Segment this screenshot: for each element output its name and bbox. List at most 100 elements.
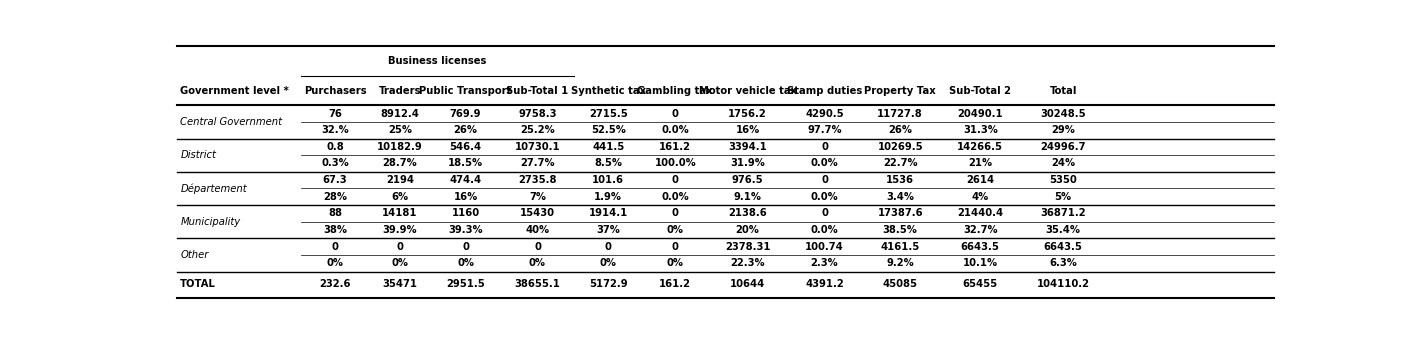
Text: 6643.5: 6643.5 xyxy=(961,242,1000,252)
Text: 21440.4: 21440.4 xyxy=(957,208,1004,218)
Text: 17387.6: 17387.6 xyxy=(878,208,923,218)
Text: 25%: 25% xyxy=(388,125,412,135)
Text: 52.5%: 52.5% xyxy=(590,125,626,135)
Text: 32.7%: 32.7% xyxy=(963,225,998,235)
Text: 4161.5: 4161.5 xyxy=(881,242,920,252)
Text: 25.2%: 25.2% xyxy=(520,125,555,135)
Text: 65455: 65455 xyxy=(963,279,998,289)
Text: 2.3%: 2.3% xyxy=(810,258,838,268)
Text: 3394.1: 3394.1 xyxy=(728,142,767,152)
Text: 0: 0 xyxy=(671,242,678,252)
Text: 97.7%: 97.7% xyxy=(807,125,841,135)
Text: 10269.5: 10269.5 xyxy=(878,142,923,152)
Text: Property Tax: Property Tax xyxy=(864,86,936,96)
Text: 0: 0 xyxy=(462,242,469,252)
Text: 1914.1: 1914.1 xyxy=(589,208,627,218)
Text: Other: Other xyxy=(180,250,208,260)
Text: 6%: 6% xyxy=(391,192,408,202)
Text: 20%: 20% xyxy=(736,225,759,235)
Text: 15430: 15430 xyxy=(520,208,555,218)
Text: 30248.5: 30248.5 xyxy=(1041,108,1086,119)
Text: 2194: 2194 xyxy=(385,175,413,185)
Text: 104110.2: 104110.2 xyxy=(1037,279,1090,289)
Text: 4290.5: 4290.5 xyxy=(806,108,844,119)
Text: 32.%: 32.% xyxy=(321,125,348,135)
Text: 38.5%: 38.5% xyxy=(882,225,918,235)
Text: 16%: 16% xyxy=(735,125,760,135)
Text: 9.2%: 9.2% xyxy=(886,258,915,268)
Text: 0: 0 xyxy=(671,108,678,119)
Text: 161.2: 161.2 xyxy=(660,279,691,289)
Text: 100.0%: 100.0% xyxy=(654,159,697,168)
Text: 0.0%: 0.0% xyxy=(810,192,838,202)
Text: Purchasers: Purchasers xyxy=(303,86,367,96)
Text: District: District xyxy=(180,150,217,160)
Text: Total: Total xyxy=(1049,86,1076,96)
Text: 5350: 5350 xyxy=(1049,175,1078,185)
Text: TOTAL: TOTAL xyxy=(180,279,217,289)
Text: 2378.31: 2378.31 xyxy=(725,242,770,252)
Text: Département: Département xyxy=(180,183,246,194)
Text: 0: 0 xyxy=(821,142,828,152)
Text: 441.5: 441.5 xyxy=(592,142,624,152)
Text: 0%: 0% xyxy=(600,258,617,268)
Text: 1160: 1160 xyxy=(452,208,480,218)
Text: 7%: 7% xyxy=(530,192,547,202)
Text: Gambling tax: Gambling tax xyxy=(637,86,714,96)
Text: 28.7%: 28.7% xyxy=(382,159,418,168)
Text: 39.3%: 39.3% xyxy=(449,225,483,235)
Text: 31.9%: 31.9% xyxy=(731,159,765,168)
Text: 6.3%: 6.3% xyxy=(1049,258,1078,268)
Text: 8912.4: 8912.4 xyxy=(381,108,419,119)
Text: 18.5%: 18.5% xyxy=(447,159,483,168)
Text: 22.7%: 22.7% xyxy=(882,159,918,168)
Text: 232.6: 232.6 xyxy=(319,279,351,289)
Text: 16%: 16% xyxy=(453,192,477,202)
Text: 1536: 1536 xyxy=(886,175,915,185)
Text: 0%: 0% xyxy=(391,258,408,268)
Text: 2715.5: 2715.5 xyxy=(589,108,627,119)
Text: 14266.5: 14266.5 xyxy=(957,142,1004,152)
Text: 1.9%: 1.9% xyxy=(595,192,622,202)
Text: 26%: 26% xyxy=(888,125,912,135)
Text: 2614: 2614 xyxy=(966,175,994,185)
Text: 4%: 4% xyxy=(971,192,988,202)
Text: 4391.2: 4391.2 xyxy=(806,279,844,289)
Text: 9758.3: 9758.3 xyxy=(518,108,556,119)
Text: 22.3%: 22.3% xyxy=(731,258,765,268)
Text: 0: 0 xyxy=(821,208,828,218)
Text: 769.9: 769.9 xyxy=(450,108,481,119)
Text: 0%: 0% xyxy=(667,225,684,235)
Text: 5%: 5% xyxy=(1055,192,1072,202)
Text: Business licenses: Business licenses xyxy=(388,56,487,66)
Text: 67.3: 67.3 xyxy=(323,175,347,185)
Text: 0: 0 xyxy=(671,208,678,218)
Text: 0%: 0% xyxy=(667,258,684,268)
Text: 24996.7: 24996.7 xyxy=(1041,142,1086,152)
Text: 2735.8: 2735.8 xyxy=(518,175,556,185)
Text: 24%: 24% xyxy=(1051,159,1075,168)
Text: 10.1%: 10.1% xyxy=(963,258,998,268)
Text: 0.3%: 0.3% xyxy=(321,159,348,168)
Text: 27.7%: 27.7% xyxy=(520,159,555,168)
Text: 38%: 38% xyxy=(323,225,347,235)
Text: Motor vehicle tax: Motor vehicle tax xyxy=(698,86,797,96)
Text: Synthetic tax: Synthetic tax xyxy=(571,86,646,96)
Text: 0.0%: 0.0% xyxy=(810,225,838,235)
Text: 10644: 10644 xyxy=(731,279,765,289)
Text: 8.5%: 8.5% xyxy=(595,159,622,168)
Text: 29%: 29% xyxy=(1051,125,1075,135)
Text: 0.0%: 0.0% xyxy=(810,159,838,168)
Text: 100.74: 100.74 xyxy=(806,242,844,252)
Text: 0: 0 xyxy=(671,175,678,185)
Text: 0: 0 xyxy=(534,242,541,252)
Text: 5172.9: 5172.9 xyxy=(589,279,627,289)
Text: 6643.5: 6643.5 xyxy=(1044,242,1083,252)
Text: 36871.2: 36871.2 xyxy=(1041,208,1086,218)
Text: 10182.9: 10182.9 xyxy=(377,142,422,152)
Text: 0: 0 xyxy=(396,242,404,252)
Text: Government level *: Government level * xyxy=(180,86,289,96)
Text: 976.5: 976.5 xyxy=(732,175,763,185)
Text: Sub-Total 2: Sub-Total 2 xyxy=(949,86,1011,96)
Text: 1756.2: 1756.2 xyxy=(728,108,767,119)
